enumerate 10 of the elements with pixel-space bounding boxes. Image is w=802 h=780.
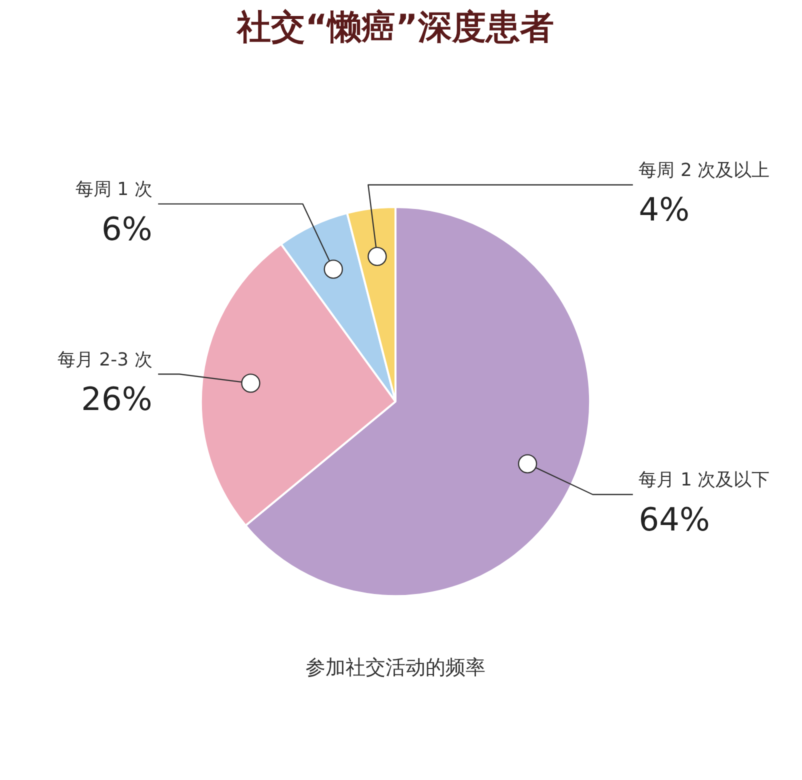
data-label: 4% <box>638 190 690 229</box>
data-label: 26% <box>81 380 152 418</box>
slice-label: 每月 1 次及以下 <box>638 470 770 491</box>
text: 参加社交活动的频率 <box>306 655 486 680</box>
slice-label: 每月 2-3 次 <box>57 349 152 370</box>
slice-label: 每周 1 次 <box>75 179 152 200</box>
data-label: 64% <box>638 500 710 538</box>
chart-title: 社交“懒癌”深度患者 <box>236 8 554 48</box>
slice-label: 每周 2 次及以上 <box>638 160 770 181</box>
data-label: 6% <box>102 210 152 248</box>
